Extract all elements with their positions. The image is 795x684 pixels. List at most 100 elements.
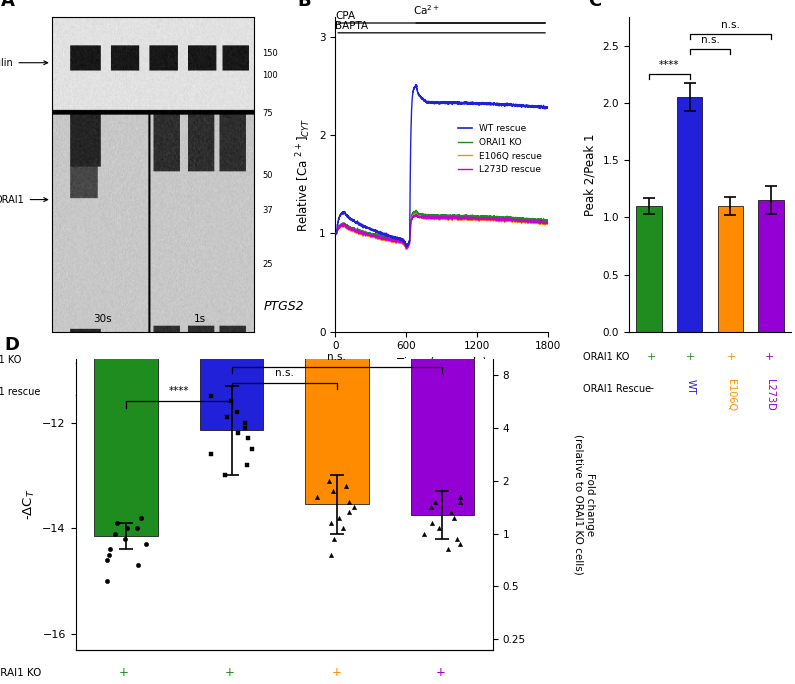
Text: +: +: [647, 352, 657, 362]
Point: [135, 512, 148, 523]
Point: [343, 497, 355, 508]
Bar: [305, 0, 369, 504]
Title: PTGS2: PTGS2: [264, 300, 304, 313]
Text: 30s: 30s: [93, 315, 111, 324]
Point: [103, 549, 115, 560]
Point: [100, 555, 113, 566]
Point: [225, 396, 238, 407]
Point: [333, 512, 346, 523]
Text: D: D: [5, 336, 20, 354]
Point: [219, 470, 231, 481]
Text: C: C: [588, 0, 602, 10]
Point: [324, 549, 337, 560]
Bar: [677, 97, 702, 332]
Text: A: A: [1, 0, 15, 10]
Text: ****: ****: [659, 60, 680, 70]
Point: [230, 406, 242, 417]
Point: [343, 507, 355, 518]
Text: n.s.: n.s.: [275, 367, 293, 378]
Y-axis label: Relative [Ca $^{2+}$]$_{CYT}$: Relative [Ca $^{2+}$]$_{CYT}$: [295, 118, 313, 231]
Text: +: +: [727, 352, 735, 362]
Text: -: -: [74, 390, 78, 399]
Text: CPA: CPA: [335, 11, 355, 21]
Point: [425, 501, 438, 512]
Text: +: +: [162, 358, 172, 368]
Text: +: +: [230, 358, 238, 368]
Text: +: +: [197, 358, 207, 368]
Point: [442, 544, 455, 555]
Point: [454, 538, 467, 549]
Point: [444, 507, 457, 518]
Point: [347, 501, 360, 512]
Point: [241, 460, 254, 471]
Text: -: -: [74, 358, 78, 368]
Point: [121, 523, 134, 534]
Text: n.s.: n.s.: [328, 352, 347, 362]
Point: [103, 544, 116, 555]
Text: ****: ****: [169, 386, 189, 396]
Text: +: +: [225, 666, 235, 679]
Point: [238, 422, 251, 433]
Text: +: +: [766, 352, 774, 362]
Text: 100: 100: [262, 71, 278, 80]
Text: Ca$^{2+}$: Ca$^{2+}$: [413, 3, 440, 17]
Point: [418, 528, 431, 539]
Bar: [636, 206, 661, 332]
Point: [140, 538, 153, 549]
Y-axis label: Fold change
(relative to ORAI1 KO cells): Fold change (relative to ORAI1 KO cells): [573, 434, 595, 575]
Bar: [758, 200, 784, 332]
Bar: [200, 0, 263, 430]
Text: ORAI1 rescue: ORAI1 rescue: [0, 386, 40, 397]
Point: [429, 497, 441, 508]
Point: [425, 518, 438, 529]
Text: L273D: L273D: [230, 385, 238, 415]
Point: [340, 480, 353, 491]
X-axis label: Time (seconds): Time (seconds): [397, 357, 487, 370]
Text: 37: 37: [262, 206, 273, 215]
Text: +: +: [332, 666, 341, 679]
Point: [238, 417, 251, 428]
Point: [242, 433, 254, 444]
Point: [109, 528, 122, 539]
Point: [205, 449, 218, 460]
Text: ORAI1: ORAI1: [0, 194, 48, 205]
Text: ORAI1 KO: ORAI1 KO: [0, 668, 41, 678]
Text: WT: WT: [163, 385, 172, 399]
Text: WT: WT: [685, 379, 696, 395]
Text: 1s: 1s: [193, 315, 206, 324]
Text: B: B: [297, 0, 311, 10]
Text: BAPTA: BAPTA: [335, 21, 368, 31]
Text: +: +: [122, 358, 131, 368]
Text: +: +: [686, 352, 695, 362]
Text: ORAI1 KO: ORAI1 KO: [584, 352, 630, 362]
Bar: [411, 0, 474, 515]
Bar: [718, 206, 743, 332]
Text: n.s.: n.s.: [721, 20, 740, 29]
Text: -: -: [125, 390, 129, 399]
Point: [119, 534, 132, 544]
Text: +: +: [118, 666, 129, 679]
Point: [246, 443, 258, 454]
Text: n.s.: n.s.: [700, 35, 719, 44]
Point: [111, 518, 123, 529]
Point: [221, 412, 234, 423]
Legend: WT rescue, ORAI1 KO, E106Q rescue, L273D rescue: WT rescue, ORAI1 KO, E106Q rescue, L273D…: [455, 121, 545, 178]
Point: [324, 518, 337, 529]
Text: 50: 50: [262, 172, 273, 181]
Point: [131, 560, 144, 570]
Text: +: +: [436, 666, 446, 679]
Text: 150: 150: [262, 49, 278, 57]
Bar: [95, 0, 157, 536]
Point: [451, 534, 463, 544]
Text: E106Q: E106Q: [726, 379, 736, 411]
Point: [337, 523, 350, 534]
Point: [327, 486, 339, 497]
Y-axis label: Peak 2/Peak 1: Peak 2/Peak 1: [584, 133, 597, 215]
Point: [433, 523, 446, 534]
Point: [131, 523, 144, 534]
Text: 25: 25: [262, 260, 273, 269]
Y-axis label: -ΔC$_T$: -ΔC$_T$: [21, 488, 37, 521]
Point: [322, 475, 335, 486]
Point: [204, 391, 217, 402]
Point: [454, 491, 467, 502]
